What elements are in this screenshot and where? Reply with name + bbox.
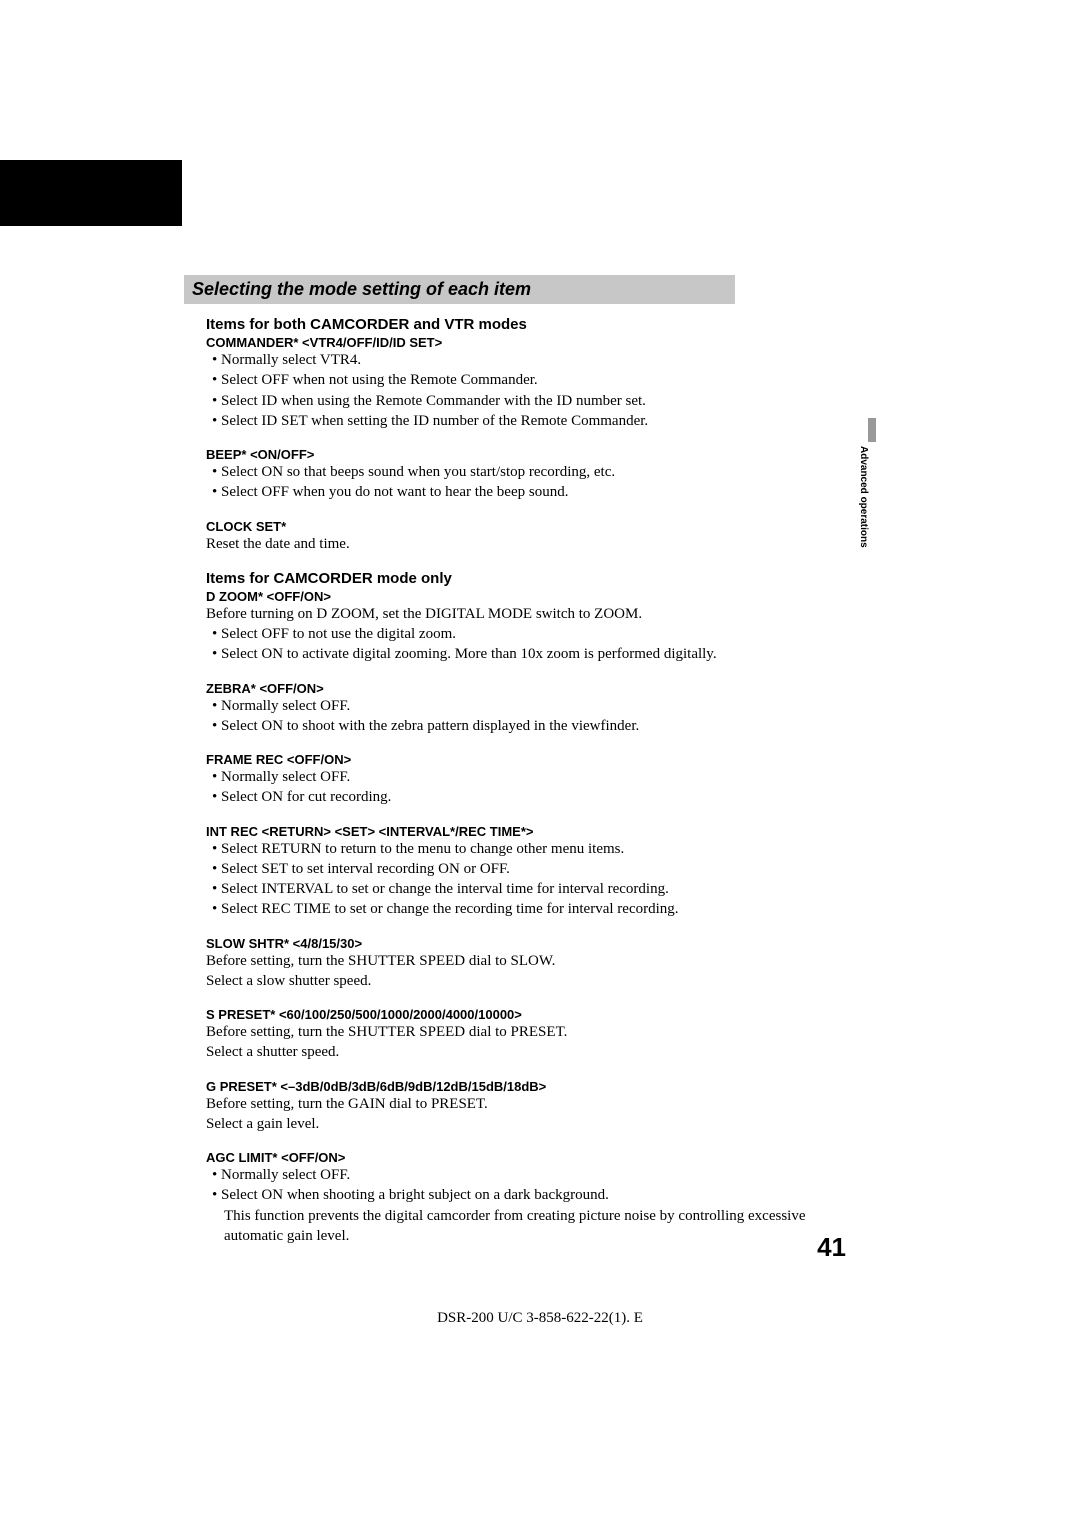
intrec-block: INT REC <RETURN> <SET> <INTERVAL*/REC TI… xyxy=(184,824,844,920)
bullet-item: Normally select OFF. xyxy=(224,696,844,716)
spreset-label: S PRESET* <60/100/250/500/1000/2000/4000… xyxy=(184,1007,844,1022)
section-heading-both-modes: Items for both CAMCORDER and VTR modes xyxy=(184,316,844,333)
beep-block: BEEP* <ON/OFF> Select ON so that beeps s… xyxy=(184,447,844,503)
agclimit-label: AGC LIMIT* <OFF/ON> xyxy=(184,1150,844,1165)
bullet-item: Select ON to shoot with the zebra patter… xyxy=(224,716,844,736)
dzoom-bullets: Select OFF to not use the digital zoom. … xyxy=(184,624,844,665)
commander-label: COMMANDER* <VTR4/OFF/ID/ID SET> xyxy=(184,335,844,350)
gpreset-text1: Before setting, turn the GAIN dial to PR… xyxy=(184,1094,844,1114)
zebra-bullets: Normally select OFF. Select ON to shoot … xyxy=(184,696,844,737)
page-number: 41 xyxy=(817,1232,846,1263)
slowshtr-text1: Before setting, turn the SHUTTER SPEED d… xyxy=(184,951,844,971)
bullet-item: Select SET to set interval recording ON … xyxy=(224,859,844,879)
gpreset-label: G PRESET* <–3dB/0dB/3dB/6dB/9dB/12dB/15d… xyxy=(184,1079,844,1094)
dzoom-block: D ZOOM* <OFF/ON> Before turning on D ZOO… xyxy=(184,589,844,665)
spreset-text2: Select a shutter speed. xyxy=(184,1042,844,1062)
dzoom-text: Before turning on D ZOOM, set the DIGITA… xyxy=(184,604,844,624)
framerec-bullets: Normally select OFF. Select ON for cut r… xyxy=(184,767,844,808)
agclimit-block: AGC LIMIT* <OFF/ON> Normally select OFF.… xyxy=(184,1150,844,1246)
zebra-label: ZEBRA* <OFF/ON> xyxy=(184,681,844,696)
bullet-item: Select RETURN to return to the menu to c… xyxy=(224,839,844,859)
black-header-bar xyxy=(0,160,182,226)
footer-text: DSR-200 U/C 3-858-622-22(1). E xyxy=(0,1310,1080,1327)
page-title: Selecting the mode setting of each item xyxy=(184,275,735,304)
framerec-block: FRAME REC <OFF/ON> Normally select OFF. … xyxy=(184,752,844,808)
bullet-item: Normally select OFF. xyxy=(224,1165,844,1185)
bullet-text-line: Select ON when shooting a bright subject… xyxy=(221,1187,609,1203)
clock-label: CLOCK SET* xyxy=(184,519,844,534)
bullet-item: Select ON when shooting a bright subject… xyxy=(224,1185,844,1246)
beep-bullets: Select ON so that beeps sound when you s… xyxy=(184,462,844,503)
bullet-item: Select ID when using the Remote Commande… xyxy=(224,391,844,411)
bullet-item: Normally select OFF. xyxy=(224,767,844,787)
bullet-item: Select ON to activate digital zooming. M… xyxy=(224,644,844,664)
side-tab: Advanced operations xyxy=(858,418,876,548)
bullet-item: Select REC TIME to set or change the rec… xyxy=(224,899,844,919)
intrec-label: INT REC <RETURN> <SET> <INTERVAL*/REC TI… xyxy=(184,824,844,839)
section-heading-camcorder-only: Items for CAMCORDER mode only xyxy=(184,570,844,587)
bullet-item: Select INTERVAL to set or change the int… xyxy=(224,879,844,899)
spreset-block: S PRESET* <60/100/250/500/1000/2000/4000… xyxy=(184,1007,844,1063)
intrec-bullets: Select RETURN to return to the menu to c… xyxy=(184,839,844,920)
zebra-block: ZEBRA* <OFF/ON> Normally select OFF. Sel… xyxy=(184,681,844,737)
side-tab-marker xyxy=(868,418,876,442)
beep-label: BEEP* <ON/OFF> xyxy=(184,447,844,462)
slowshtr-block: SLOW SHTR* <4/8/15/30> Before setting, t… xyxy=(184,936,844,992)
dzoom-label: D ZOOM* <OFF/ON> xyxy=(184,589,844,604)
bullet-item: Select ON for cut recording. xyxy=(224,787,844,807)
commander-block: COMMANDER* <VTR4/OFF/ID/ID SET> Normally… xyxy=(184,335,844,431)
bullet-item: Select OFF when you do not want to hear … xyxy=(224,482,844,502)
spreset-text1: Before setting, turn the SHUTTER SPEED d… xyxy=(184,1022,844,1042)
bullet-item: Select OFF when not using the Remote Com… xyxy=(224,370,844,390)
bullet-item: Normally select VTR4. xyxy=(224,350,844,370)
side-tab-label: Advanced operations xyxy=(858,446,869,548)
agclimit-bullets: Normally select OFF. Select ON when shoo… xyxy=(184,1165,844,1246)
page-content: Selecting the mode setting of each item … xyxy=(184,275,844,1262)
gpreset-text2: Select a gain level. xyxy=(184,1114,844,1134)
slowshtr-text2: Select a slow shutter speed. xyxy=(184,971,844,991)
slowshtr-label: SLOW SHTR* <4/8/15/30> xyxy=(184,936,844,951)
bullet-item: Select OFF to not use the digital zoom. xyxy=(224,624,844,644)
clock-block: CLOCK SET* Reset the date and time. xyxy=(184,519,844,554)
framerec-label: FRAME REC <OFF/ON> xyxy=(184,752,844,767)
gpreset-block: G PRESET* <–3dB/0dB/3dB/6dB/9dB/12dB/15d… xyxy=(184,1079,844,1135)
commander-bullets: Normally select VTR4. Select OFF when no… xyxy=(184,350,844,431)
bullet-item: Select ID SET when setting the ID number… xyxy=(224,411,844,431)
clock-text: Reset the date and time. xyxy=(184,534,844,554)
bullet-item: Select ON so that beeps sound when you s… xyxy=(224,462,844,482)
bullet-text-line: This function prevents the digital camco… xyxy=(224,1206,844,1247)
